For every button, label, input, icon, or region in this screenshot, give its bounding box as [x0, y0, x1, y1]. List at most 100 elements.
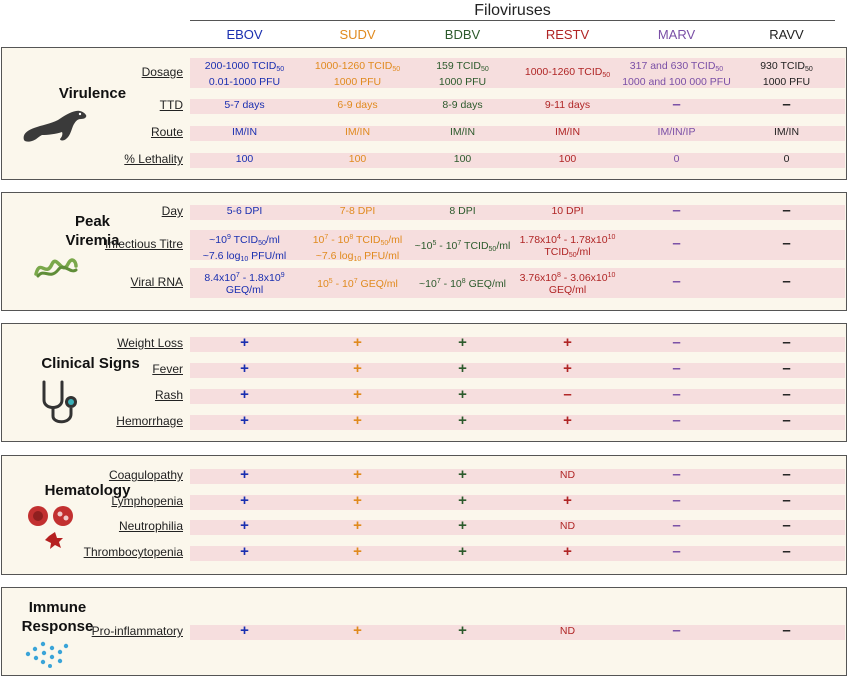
cell-marv: 317 and 630 TCID50 1000 and 100 000 PFU: [622, 60, 731, 88]
cell-ebov: ~109 TCID50/ml ~7.6 log10 PFU/ml: [202, 234, 287, 263]
cell-marv: –: [672, 334, 681, 351]
cell-bdbv: +: [458, 412, 467, 429]
cell-ebov: IM/IN: [231, 126, 258, 138]
cell-ravv: –: [782, 492, 791, 509]
row-highlight: [190, 152, 845, 168]
cell-bdbv: IM/IN: [449, 126, 476, 138]
column-header-sudv: SUDV: [339, 27, 376, 42]
cell-ebov: 5-6 DPI: [226, 205, 263, 217]
row-label-viral-rna: Viral RNA: [130, 275, 183, 289]
cell-sudv: 107 - 108 TCID50/ml ~7.6 log10 PFU/ml: [312, 234, 403, 263]
row-label-coagulopathy: Coagulopathy: [108, 468, 183, 482]
cell-restv: 3.76x108 - 3.06x1010 GEQ/ml: [519, 272, 616, 296]
cell-sudv: +: [353, 622, 362, 639]
cell-marv: 0: [673, 153, 680, 165]
cell-sudv: +: [353, 543, 362, 560]
immune-response-title: Immune Response: [21, 599, 94, 635]
cell-ravv: 0: [783, 153, 790, 165]
cell-ebov: +: [240, 360, 249, 377]
cell-restv: +: [563, 543, 572, 560]
cell-sudv: +: [353, 517, 362, 534]
clinical-signs-title: Clinical Signs: [41, 355, 140, 372]
row-label-rash: Rash: [154, 388, 183, 402]
cell-sudv: +: [353, 412, 362, 429]
cell-ravv: –: [782, 386, 791, 403]
cell-ebov: +: [240, 517, 249, 534]
cell-restv: 1000-1260 TCID50: [524, 66, 611, 79]
virus-strand-icon: [34, 258, 78, 278]
cell-marv: –: [672, 412, 681, 429]
cell-marv: –: [672, 96, 681, 113]
cell-sudv: 6-9 days: [337, 99, 378, 111]
row-label-ttd: TTD: [159, 98, 183, 112]
row-highlight: [190, 230, 845, 260]
cell-ravv: –: [782, 235, 791, 252]
cell-ebov: 100: [235, 153, 254, 165]
cell-marv: IM/IN/IP: [657, 126, 696, 138]
cell-bdbv: +: [458, 386, 467, 403]
header-divider: [190, 20, 835, 21]
cell-restv: ND: [559, 520, 576, 532]
cell-restv: –: [563, 386, 572, 403]
cell-bdbv: 8-9 days: [442, 99, 483, 111]
peak-viremia-title: Peak Viremia: [65, 213, 120, 249]
cell-bdbv: +: [458, 622, 467, 639]
row-label-route: Route: [150, 125, 183, 139]
cell-ravv: –: [782, 622, 791, 639]
row-label-lymphopenia: Lymphopenia: [111, 494, 183, 508]
row-highlight: [190, 414, 845, 430]
cell-restv: ND: [559, 469, 576, 481]
cell-ebov: +: [240, 334, 249, 351]
cell-restv: IM/IN: [554, 126, 581, 138]
cell-sudv: 1000-1260 TCID50 1000 PFU: [314, 60, 401, 88]
row-label-infectious-titre: Infectious Titre: [104, 237, 183, 251]
column-header-ravv: RAVV: [769, 27, 804, 42]
cell-ravv: –: [782, 334, 791, 351]
cell-sudv: +: [353, 334, 362, 351]
row-highlight: [190, 336, 845, 352]
cell-restv: +: [563, 334, 572, 351]
row-highlight: [190, 58, 845, 88]
cell-bdbv: 159 TCID50 1000 PFU: [436, 60, 489, 88]
row-label-fever: Fever: [152, 362, 183, 376]
cell-ravv: 930 TCID50 1000 PFU: [760, 60, 813, 88]
row-highlight: [190, 624, 845, 640]
row-label-thrombocytopenia: Thrombocytopenia: [83, 545, 183, 559]
row-label-neutrophilia: Neutrophilia: [118, 519, 183, 533]
cell-ravv: –: [782, 466, 791, 483]
ferret-icon: [23, 110, 87, 142]
blood-cells-icon: [28, 506, 73, 549]
row-highlight: [190, 268, 845, 298]
cell-bdbv: +: [458, 360, 467, 377]
row-highlight: [190, 204, 845, 220]
cytokines-icon: [25, 641, 69, 668]
stethoscope-icon: [42, 380, 77, 424]
cell-bdbv: +: [458, 543, 467, 560]
cell-ravv: –: [782, 273, 791, 290]
cell-marv: –: [672, 517, 681, 534]
cell-sudv: 105 - 107 GEQ/ml: [317, 278, 398, 290]
cell-marv: –: [672, 466, 681, 483]
cell-bdbv: ~105 - 107 TCID50/ml: [414, 240, 511, 253]
cell-ebov: 5-7 days: [224, 99, 265, 111]
row-highlight: [190, 468, 845, 484]
row-highlight: [190, 388, 845, 404]
row-highlight: [190, 98, 845, 114]
cell-bdbv: +: [458, 466, 467, 483]
cell-sudv: 100: [348, 153, 367, 165]
cell-bdbv: 100: [453, 153, 472, 165]
cell-ravv: IM/IN: [773, 126, 800, 138]
column-header-marv: MARV: [657, 27, 696, 42]
cell-ebov: +: [240, 386, 249, 403]
cell-restv: +: [563, 412, 572, 429]
cell-ebov: +: [240, 543, 249, 560]
cell-marv: –: [672, 273, 681, 290]
cell-ravv: –: [782, 360, 791, 377]
row-highlight: [190, 125, 845, 141]
row-label-day: Day: [161, 204, 183, 218]
column-header-bdbv: BDBV: [444, 27, 481, 42]
cell-ebov: 8.4x107 - 1.8x109 GEQ/ml: [204, 272, 285, 296]
cell-restv: ND: [559, 625, 576, 637]
column-header-restv: RESTV: [545, 27, 590, 42]
cell-restv: +: [563, 360, 572, 377]
